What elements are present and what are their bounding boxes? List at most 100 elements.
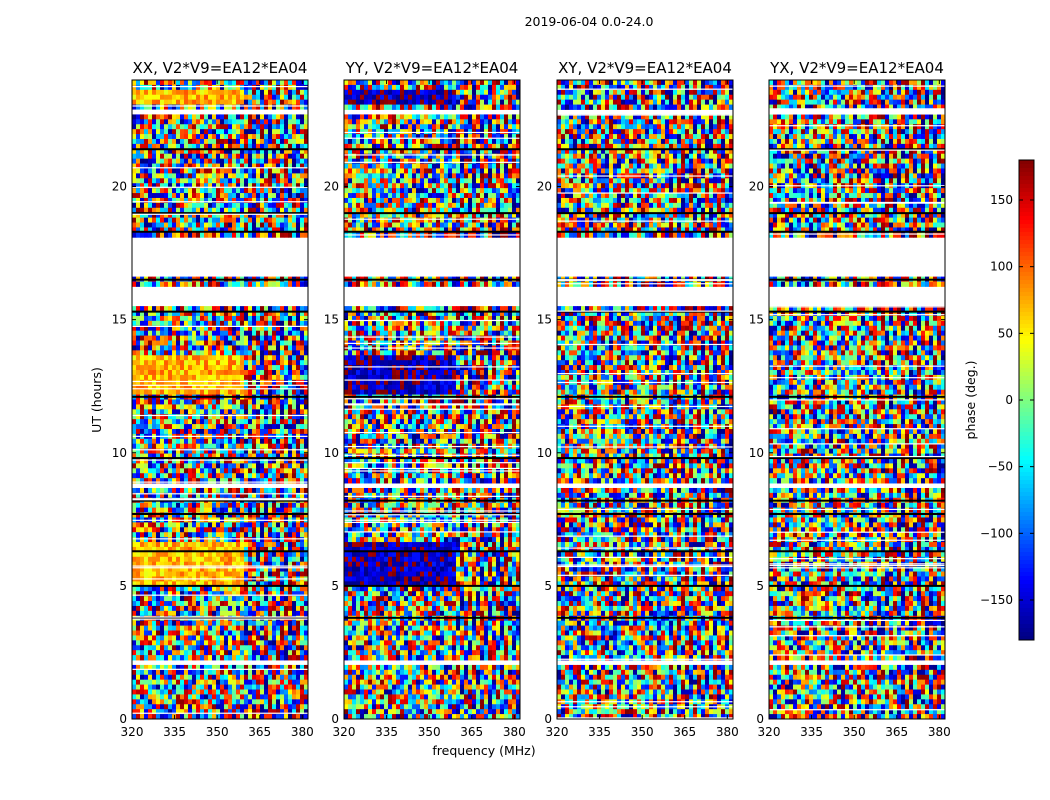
heatmap-cell: [260, 168, 265, 174]
heatmap-cell: [172, 556, 177, 563]
heatmap-cell: [176, 365, 181, 371]
heatmap-cell: [180, 463, 185, 469]
heatmap-cell: [156, 532, 161, 538]
heatmap-cell: [264, 129, 269, 135]
heatmap-cell: [136, 650, 141, 656]
heatmap-cell: [220, 709, 225, 715]
heatmap-cell: [212, 601, 217, 607]
heatmap-cell: [172, 163, 177, 169]
heatmap-cell: [268, 566, 273, 572]
heatmap-cell: [160, 320, 165, 327]
heatmap-cell: [132, 458, 137, 464]
heatmap-cell: [224, 556, 229, 563]
heatmap-cell: [184, 173, 189, 179]
heatmap-cell: [228, 379, 233, 386]
heatmap-cell: [216, 512, 221, 518]
heatmap-cell: [160, 655, 165, 661]
heatmap-cell: [236, 163, 241, 169]
heatmap-cell: [240, 188, 245, 194]
heatmap-cell: [300, 601, 305, 607]
heatmap-cell: [212, 581, 217, 587]
heatmap-cell: [148, 379, 153, 386]
heatmap-cell: [176, 438, 181, 445]
heatmap-cell: [244, 153, 249, 160]
heatmap-cell: [248, 360, 253, 366]
heatmap-cell: [192, 399, 197, 405]
heatmap-cell: [164, 124, 169, 130]
heatmap-cell: [292, 399, 297, 405]
heatmap-cell: [140, 227, 145, 233]
heatmap-cell: [236, 689, 241, 695]
heatmap-cell: [160, 143, 165, 150]
heatmap-cell: [284, 704, 289, 710]
heatmap-cell: [256, 537, 261, 543]
heatmap-cell: [224, 478, 229, 484]
heatmap-cell: [248, 315, 253, 322]
heatmap-cell: [192, 556, 197, 563]
heatmap-cell: [196, 84, 201, 91]
heatmap-cell: [164, 330, 169, 336]
heatmap-cell: [240, 492, 245, 499]
heatmap-cell: [156, 448, 161, 454]
heatmap-cell: [136, 173, 141, 179]
heatmap-cell: [264, 143, 269, 150]
heatmap-cell: [172, 404, 177, 410]
heatmap-cell: [196, 522, 201, 528]
heatmap-cell: [236, 340, 241, 346]
heatmap-cell: [280, 502, 285, 509]
heatmap-cell: [148, 443, 153, 450]
heatmap-cell: [152, 704, 157, 710]
heatmap-cell: [268, 345, 273, 351]
heatmap-cell: [244, 99, 249, 105]
heatmap-cell: [132, 153, 137, 160]
heatmap-cell: [288, 679, 293, 685]
heatmap-cell: [140, 138, 145, 145]
heatmap-cell: [216, 689, 221, 695]
heatmap-cell: [244, 586, 249, 592]
heatmap-cell: [148, 138, 153, 145]
heatmap-cell: [256, 596, 261, 602]
heatmap-cell: [264, 207, 269, 214]
heatmap-cell: [184, 345, 189, 351]
heatmap-cell: [132, 183, 137, 189]
heatmap-cell: [276, 546, 281, 553]
heatmap-cell: [300, 325, 305, 332]
heatmap-cell: [304, 468, 309, 474]
heatmap-cell: [276, 527, 281, 533]
heatmap-cell: [140, 458, 145, 464]
heatmap-cell: [168, 507, 173, 513]
heatmap-cell: [296, 507, 301, 513]
heatmap-cell: [272, 669, 277, 676]
heatmap-cell: [296, 355, 301, 361]
heatmap-cell: [228, 320, 233, 327]
heatmap-cell: [232, 114, 237, 120]
heatmap-cell: [272, 207, 277, 214]
heatmap-cell: [304, 694, 309, 700]
heatmap-cell: [160, 80, 165, 86]
heatmap-cell: [168, 674, 173, 681]
heatmap-cell: [260, 173, 265, 179]
heatmap-cell: [244, 178, 249, 184]
heatmap-cell: [152, 674, 157, 681]
heatmap-cell: [216, 522, 221, 528]
heatmap-cell: [188, 566, 193, 572]
heatmap-cell: [256, 217, 261, 223]
heatmap-cell: [296, 320, 301, 327]
heatmap-cell: [264, 311, 269, 317]
heatmap-cell: [296, 379, 301, 386]
heatmap-cell: [252, 645, 257, 651]
heatmap-cell: [144, 664, 149, 671]
heatmap-cell: [248, 655, 253, 661]
heatmap-cell: [148, 212, 153, 219]
heatmap-cell: [164, 153, 169, 160]
heatmap-cell: [160, 350, 165, 356]
heatmap-cell: [272, 414, 277, 420]
heatmap-cell: [276, 664, 281, 671]
heatmap-cell: [280, 527, 285, 533]
heatmap-cell: [176, 202, 181, 209]
heatmap-cell: [256, 679, 261, 685]
heatmap-cell: [228, 197, 233, 204]
heatmap-cell: [160, 222, 165, 228]
heatmap-cell: [208, 153, 213, 160]
heatmap-cell: [172, 674, 177, 681]
